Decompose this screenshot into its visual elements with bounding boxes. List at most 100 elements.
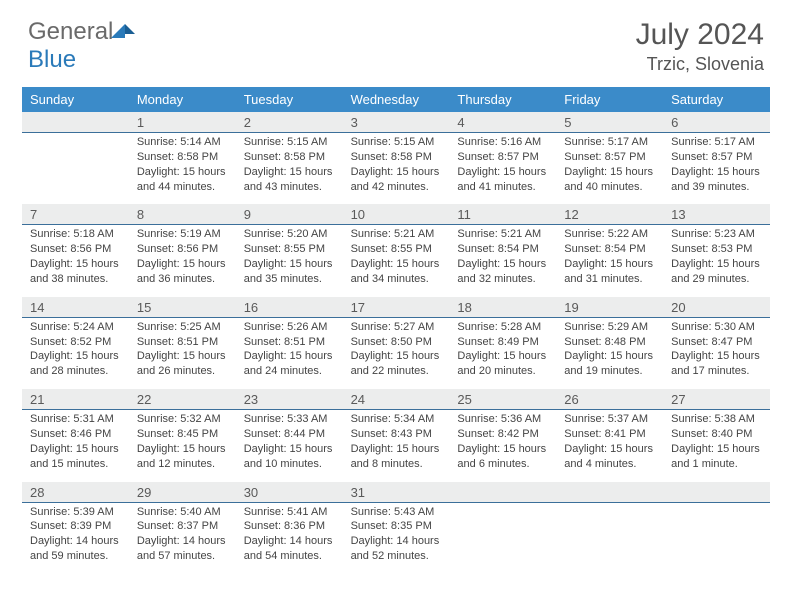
weekday-header-row: Sunday Monday Tuesday Wednesday Thursday… xyxy=(22,87,770,112)
daylight-text: Daylight: 15 hours and 32 minutes. xyxy=(457,257,548,287)
daylight-text: Daylight: 15 hours and 15 minutes. xyxy=(30,442,121,472)
day-number: 17 xyxy=(343,297,450,317)
sunset-text: Sunset: 8:41 PM xyxy=(564,427,655,442)
sunrise-text: Sunrise: 5:15 AM xyxy=(244,135,335,150)
sunrise-text: Sunrise: 5:41 AM xyxy=(244,505,335,520)
day-number: 11 xyxy=(449,204,556,224)
day-body-row: Sunrise: 5:24 AMSunset: 8:52 PMDaylight:… xyxy=(22,318,770,389)
sunset-text: Sunset: 8:57 PM xyxy=(457,150,548,165)
sunrise-text: Sunrise: 5:17 AM xyxy=(671,135,762,150)
daylight-text: Daylight: 15 hours and 26 minutes. xyxy=(137,349,228,379)
weekday-header: Tuesday xyxy=(236,87,343,112)
daylight-text: Daylight: 15 hours and 34 minutes. xyxy=(351,257,442,287)
daylight-text: Daylight: 15 hours and 19 minutes. xyxy=(564,349,655,379)
day-cell xyxy=(449,503,556,574)
sunset-text: Sunset: 8:58 PM xyxy=(351,150,442,165)
day-number: 6 xyxy=(663,112,770,132)
sunrise-text: Sunrise: 5:30 AM xyxy=(671,320,762,335)
logo-text-general: General xyxy=(28,18,113,46)
day-body-row: Sunrise: 5:39 AMSunset: 8:39 PMDaylight:… xyxy=(22,503,770,574)
location-subtitle: Trzic, Slovenia xyxy=(636,54,764,75)
daylight-text: Daylight: 15 hours and 36 minutes. xyxy=(137,257,228,287)
sunrise-text: Sunrise: 5:19 AM xyxy=(137,227,228,242)
daylight-text: Daylight: 15 hours and 20 minutes. xyxy=(457,349,548,379)
day-cell: Sunrise: 5:28 AMSunset: 8:49 PMDaylight:… xyxy=(449,318,556,389)
day-cell: Sunrise: 5:37 AMSunset: 8:41 PMDaylight:… xyxy=(556,410,663,481)
day-number: 15 xyxy=(129,297,236,317)
sunrise-text: Sunrise: 5:40 AM xyxy=(137,505,228,520)
sunrise-text: Sunrise: 5:22 AM xyxy=(564,227,655,242)
day-cell xyxy=(663,503,770,574)
daylight-text: Daylight: 15 hours and 42 minutes. xyxy=(351,165,442,195)
day-cell: Sunrise: 5:33 AMSunset: 8:44 PMDaylight:… xyxy=(236,410,343,481)
day-cell xyxy=(22,133,129,204)
sunset-text: Sunset: 8:48 PM xyxy=(564,335,655,350)
day-cell: Sunrise: 5:30 AMSunset: 8:47 PMDaylight:… xyxy=(663,318,770,389)
calendar: Sunday Monday Tuesday Wednesday Thursday… xyxy=(0,87,792,574)
day-cell: Sunrise: 5:21 AMSunset: 8:54 PMDaylight:… xyxy=(449,225,556,296)
day-number: 26 xyxy=(556,389,663,409)
sunrise-text: Sunrise: 5:15 AM xyxy=(351,135,442,150)
daynum-row: 21222324252627 xyxy=(22,389,770,410)
daylight-text: Daylight: 15 hours and 41 minutes. xyxy=(457,165,548,195)
daylight-text: Daylight: 15 hours and 38 minutes. xyxy=(30,257,121,287)
day-cell: Sunrise: 5:14 AMSunset: 8:58 PMDaylight:… xyxy=(129,133,236,204)
daylight-text: Daylight: 15 hours and 12 minutes. xyxy=(137,442,228,472)
day-number: 23 xyxy=(236,389,343,409)
title-block: July 2024 Trzic, Slovenia xyxy=(636,18,764,75)
sunset-text: Sunset: 8:36 PM xyxy=(244,519,335,534)
day-number: 3 xyxy=(343,112,450,132)
day-body-row: Sunrise: 5:14 AMSunset: 8:58 PMDaylight:… xyxy=(22,133,770,204)
day-number: 8 xyxy=(129,204,236,224)
sunrise-text: Sunrise: 5:36 AM xyxy=(457,412,548,427)
day-number: 29 xyxy=(129,482,236,502)
sunrise-text: Sunrise: 5:20 AM xyxy=(244,227,335,242)
day-cell: Sunrise: 5:20 AMSunset: 8:55 PMDaylight:… xyxy=(236,225,343,296)
sunset-text: Sunset: 8:51 PM xyxy=(244,335,335,350)
day-number: 1 xyxy=(129,112,236,132)
day-number: 22 xyxy=(129,389,236,409)
sunrise-text: Sunrise: 5:16 AM xyxy=(457,135,548,150)
day-number: 9 xyxy=(236,204,343,224)
day-number xyxy=(556,482,663,502)
day-cell: Sunrise: 5:41 AMSunset: 8:36 PMDaylight:… xyxy=(236,503,343,574)
sunrise-text: Sunrise: 5:17 AM xyxy=(564,135,655,150)
day-body-row: Sunrise: 5:18 AMSunset: 8:56 PMDaylight:… xyxy=(22,225,770,296)
sunrise-text: Sunrise: 5:14 AM xyxy=(137,135,228,150)
sunset-text: Sunset: 8:51 PM xyxy=(137,335,228,350)
weekday-header: Wednesday xyxy=(343,87,450,112)
daylight-text: Daylight: 15 hours and 8 minutes. xyxy=(351,442,442,472)
sunset-text: Sunset: 8:49 PM xyxy=(457,335,548,350)
weekday-header: Sunday xyxy=(22,87,129,112)
sunrise-text: Sunrise: 5:18 AM xyxy=(30,227,121,242)
sunrise-text: Sunrise: 5:28 AM xyxy=(457,320,548,335)
daylight-text: Daylight: 15 hours and 6 minutes. xyxy=(457,442,548,472)
sunset-text: Sunset: 8:47 PM xyxy=(671,335,762,350)
day-number xyxy=(663,482,770,502)
sunset-text: Sunset: 8:39 PM xyxy=(30,519,121,534)
daylight-text: Daylight: 15 hours and 22 minutes. xyxy=(351,349,442,379)
day-number: 25 xyxy=(449,389,556,409)
daylight-text: Daylight: 14 hours and 59 minutes. xyxy=(30,534,121,564)
logo-text-blue: Blue xyxy=(28,46,76,73)
day-number: 28 xyxy=(22,482,129,502)
day-number: 21 xyxy=(22,389,129,409)
day-cell: Sunrise: 5:26 AMSunset: 8:51 PMDaylight:… xyxy=(236,318,343,389)
daylight-text: Daylight: 15 hours and 44 minutes. xyxy=(137,165,228,195)
day-cell xyxy=(556,503,663,574)
sunset-text: Sunset: 8:54 PM xyxy=(457,242,548,257)
day-cell: Sunrise: 5:15 AMSunset: 8:58 PMDaylight:… xyxy=(343,133,450,204)
daynum-row: 14151617181920 xyxy=(22,297,770,318)
sunrise-text: Sunrise: 5:24 AM xyxy=(30,320,121,335)
sunset-text: Sunset: 8:42 PM xyxy=(457,427,548,442)
sunset-text: Sunset: 8:53 PM xyxy=(671,242,762,257)
day-cell: Sunrise: 5:32 AMSunset: 8:45 PMDaylight:… xyxy=(129,410,236,481)
day-number: 4 xyxy=(449,112,556,132)
sunset-text: Sunset: 8:56 PM xyxy=(137,242,228,257)
sunset-text: Sunset: 8:50 PM xyxy=(351,335,442,350)
sunrise-text: Sunrise: 5:38 AM xyxy=(671,412,762,427)
sunset-text: Sunset: 8:40 PM xyxy=(671,427,762,442)
day-number: 30 xyxy=(236,482,343,502)
day-cell: Sunrise: 5:40 AMSunset: 8:37 PMDaylight:… xyxy=(129,503,236,574)
daylight-text: Daylight: 14 hours and 57 minutes. xyxy=(137,534,228,564)
